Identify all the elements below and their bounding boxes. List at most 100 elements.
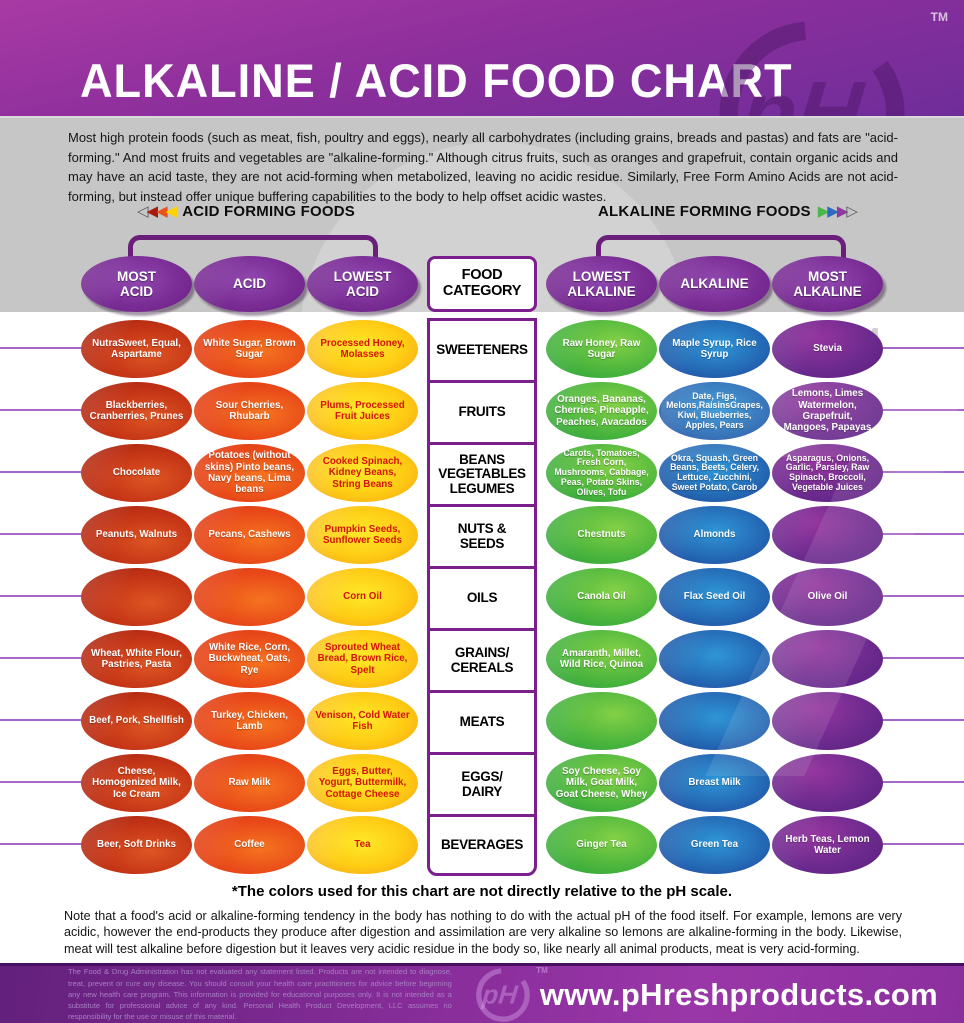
food-cell <box>194 568 305 626</box>
food-cell: White Sugar, Brown Sugar <box>194 320 305 378</box>
alkaline-columns-bracket <box>596 235 846 266</box>
ph-logo-icon-footer: pH TM <box>466 966 548 1023</box>
food-cell <box>772 630 883 688</box>
dark-red-left-arrow-icon <box>147 204 157 219</box>
food-cell: Coffee <box>194 816 305 874</box>
fda-disclaimer: The Food & Drug Administration has not e… <box>68 967 452 1022</box>
food-cell: Oranges, Bananas, Cherries, Pineapple, P… <box>546 382 657 440</box>
acid-section-header: ACID FORMING FOODS <box>137 203 355 220</box>
food-cell: Beef, Pork, Shellfish <box>81 692 192 750</box>
food-cell: Asparagus, Onions, Garlic, Parsley, Raw … <box>772 444 883 502</box>
food-cell: Pecans, Cashews <box>194 506 305 564</box>
food-cell: Okra, Squash, Green Beans, Beets, Celery… <box>659 444 770 502</box>
blue-right-arrow-icon <box>827 204 837 219</box>
food-cell: Chestnuts <box>546 506 657 564</box>
food-cell: Pumpkin Seeds, Sunflower Seeds <box>307 506 418 564</box>
trademark-symbol: TM <box>930 10 948 24</box>
food-cell: NutraSweet, Equal, Aspartame <box>81 320 192 378</box>
yellow-left-arrow-icon <box>166 204 176 219</box>
category-cell: OILS <box>427 566 537 628</box>
food-cell: Sprouted Wheat Bread, Brown Rice, Spelt <box>307 630 418 688</box>
column-header-food-category: FOOD CATEGORY <box>427 256 537 312</box>
food-cell: Almonds <box>659 506 770 564</box>
food-cell <box>772 506 883 564</box>
column-header-alkaline: ALKALINE <box>659 256 770 312</box>
food-cell: Blackberries, Cranberries, Prunes <box>81 382 192 440</box>
category-cell: SWEETENERS <box>427 318 537 380</box>
food-cell <box>659 692 770 750</box>
food-cell: Turkey, Chicken, Lamb <box>194 692 305 750</box>
acid-section-label: ACID FORMING FOODS <box>182 203 355 220</box>
food-cell: Carots, Tomatoes, Fresh Corn, Mushrooms,… <box>546 444 657 502</box>
food-cell: Tea <box>307 816 418 874</box>
hollow-left-arrow-icon <box>137 204 147 219</box>
food-cell: Lemons, Limes Watermelon, Grapefruit, Ma… <box>772 382 883 440</box>
alkaline-section-header: ALKALINE FORMING FOODS <box>598 203 856 220</box>
food-cell: Cooked Spinach, Kidney Beans, String Bea… <box>307 444 418 502</box>
header-band: ALKALINE / ACID FOOD CHART pH TM <box>0 0 964 118</box>
food-cell: Stevia <box>772 320 883 378</box>
column-header-acid: ACID <box>194 256 305 312</box>
food-cell: Sour Cherries, Rhubarb <box>194 382 305 440</box>
food-cell: Raw Honey, Raw Sugar <box>546 320 657 378</box>
trademark-symbol-footer: TM <box>536 965 548 975</box>
footer-band: The Food & Drug Administration has not e… <box>0 963 964 1023</box>
category-cell: MEATS <box>427 690 537 752</box>
acid-arrows <box>137 204 175 219</box>
food-cell: Canola Oil <box>546 568 657 626</box>
column-header-lowest-alkaline: LOWEST ALKALINE <box>546 256 657 312</box>
svg-text:pH: pH <box>480 979 520 1009</box>
alkaline-arrows <box>818 204 856 219</box>
category-cell: FRUITS <box>427 380 537 442</box>
alkaline-section-label: ALKALINE FORMING FOODS <box>598 203 811 220</box>
website-url: www.pHreshproducts.com <box>539 976 938 1012</box>
explanatory-note: Note that a food's acid or alkaline-form… <box>64 909 902 956</box>
category-cell: EGGS/ DAIRY <box>427 752 537 814</box>
column-header-row: MOST ACID ACID LOWEST ACID FOOD CATEGORY… <box>80 256 884 312</box>
column-header-most-alkaline: MOST ALKALINE <box>772 256 883 312</box>
food-cell: Maple Syrup, Rice Syrup <box>659 320 770 378</box>
purple-right-arrow-icon <box>837 204 847 219</box>
food-cell: Date, Figs, Melons,RaisinsGrapes, Kiwi, … <box>659 382 770 440</box>
column-header-most-acid: MOST ACID <box>81 256 192 312</box>
orange-left-arrow-icon <box>156 204 166 219</box>
category-cell: GRAINS/ CEREALS <box>427 628 537 690</box>
food-cell: Eggs, Butter, Yogurt, Buttermilk, Cottag… <box>307 754 418 812</box>
food-cell <box>659 630 770 688</box>
food-cell <box>772 692 883 750</box>
column-header-lowest-acid: LOWEST ACID <box>307 256 418 312</box>
food-cell: Venison, Cold Water Fish <box>307 692 418 750</box>
food-cell: Green Tea <box>659 816 770 874</box>
food-cell <box>546 692 657 750</box>
page-title: ALKALINE / ACID FOOD CHART <box>80 54 793 107</box>
food-cell <box>81 568 192 626</box>
intro-paragraph: Most high protein foods (such as meat, f… <box>68 130 898 204</box>
food-cell: Herb Teas, Lemon Water <box>772 816 883 874</box>
food-cell: Beer, Soft Drinks <box>81 816 192 874</box>
food-cell: Ginger Tea <box>546 816 657 874</box>
food-cell: Peanuts, Walnuts <box>81 506 192 564</box>
food-cell: White Rice, Corn, Buckwheat, Oats, Rye <box>194 630 305 688</box>
food-cell: Processed Honey, Molasses <box>307 320 418 378</box>
food-cell <box>772 754 883 812</box>
food-cell: Corn Oil <box>307 568 418 626</box>
food-table: NutraSweet, Equal, Aspartame White Sugar… <box>80 318 884 876</box>
row-connector-lines-left <box>0 318 82 876</box>
food-cell: Breast Milk <box>659 754 770 812</box>
food-cell: Raw Milk <box>194 754 305 812</box>
category-cell: BEVERAGES <box>427 814 537 876</box>
category-cell: NUTS & SEEDS <box>427 504 537 566</box>
food-cell: Soy Cheese, Soy Milk, Goat Milk, Goat Ch… <box>546 754 657 812</box>
food-cell: Cheese, Homogenized Milk, Ice Cream <box>81 754 192 812</box>
row-connector-lines-right <box>872 318 964 876</box>
food-cell: Amaranth, Millet, Wild Rice, Quinoa <box>546 630 657 688</box>
green-right-arrow-icon <box>818 204 828 219</box>
food-cell: Plums, Processed Fruit Juices <box>307 382 418 440</box>
food-cell: Flax Seed Oil <box>659 568 770 626</box>
food-cell: Olive Oil <box>772 568 883 626</box>
color-scale-footnote: *The colors used for this chart are not … <box>231 883 733 900</box>
category-cell: BEANS VEGETABLES LEGUMES <box>427 442 537 504</box>
hollow-right-arrow-icon <box>846 204 856 219</box>
food-cell: Chocolate <box>81 444 192 502</box>
